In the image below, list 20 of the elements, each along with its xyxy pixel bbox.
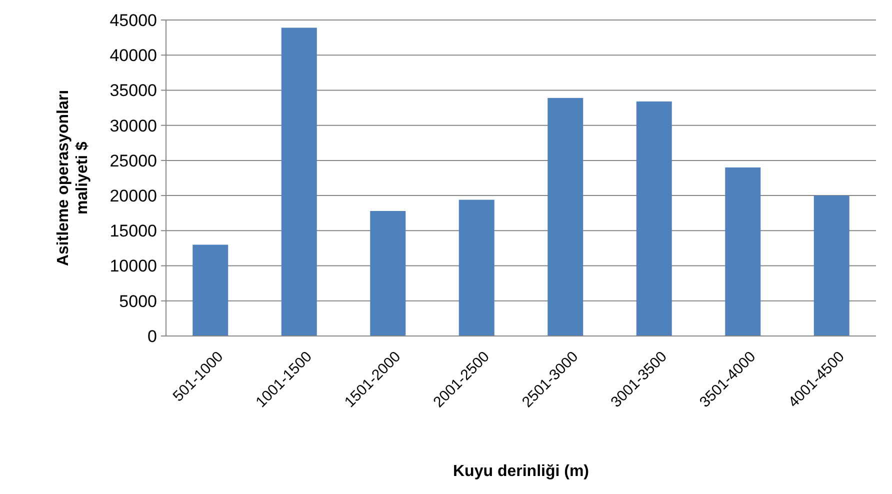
bar [814, 196, 850, 336]
bar [725, 167, 761, 336]
y-tick-label: 15000 [110, 222, 157, 241]
bar [370, 211, 406, 336]
x-axis-title: Kuyu derinliği (m) [453, 463, 589, 480]
y-tick-label: 25000 [110, 151, 157, 170]
y-tick-label: 0 [148, 326, 157, 346]
bar [636, 101, 672, 336]
y-tick-label: 45000 [110, 10, 157, 30]
y-tick-label: 35000 [110, 81, 157, 100]
bar [458, 200, 494, 336]
y-tick-label: 5000 [119, 292, 157, 311]
y-tick-label: 20000 [110, 186, 157, 206]
y-tick-label: 40000 [110, 46, 157, 66]
y-axis-title: Asitleme operasyonları maliyeti $ [55, 90, 92, 266]
y-tick-label: 10000 [110, 256, 157, 276]
y-tick-label: 30000 [110, 116, 157, 136]
bar [281, 28, 317, 336]
bar [192, 244, 228, 336]
bar [548, 98, 584, 336]
